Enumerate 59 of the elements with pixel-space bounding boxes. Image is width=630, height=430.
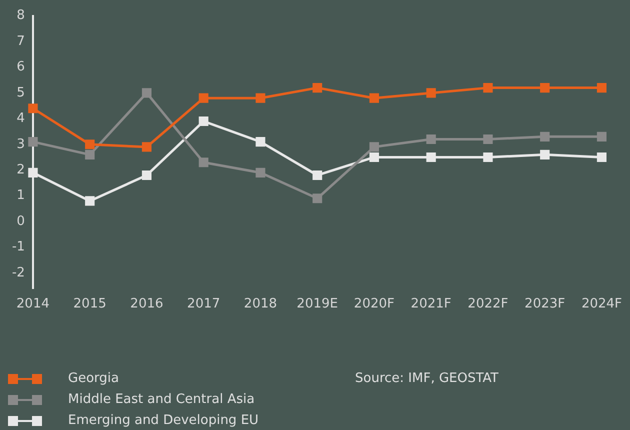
point xyxy=(256,137,266,147)
point xyxy=(426,134,436,144)
x-tick-label: 2021F xyxy=(410,296,452,312)
point xyxy=(312,194,322,204)
y-tick-label: 8 xyxy=(16,8,25,24)
x-tick-label: 2024F xyxy=(581,296,622,312)
point xyxy=(483,152,493,162)
point xyxy=(596,132,607,142)
point xyxy=(256,168,266,178)
point xyxy=(483,83,493,93)
point xyxy=(540,132,550,142)
x-tick-label: 2015 xyxy=(73,296,106,312)
point xyxy=(312,83,322,93)
y-tick-label: 1 xyxy=(16,188,25,204)
point xyxy=(426,152,436,162)
point xyxy=(312,170,322,180)
legend-label: Middle East and Central Asia xyxy=(68,391,255,409)
legend-label: Emerging and Developing EU xyxy=(68,412,259,430)
point xyxy=(426,88,436,98)
y-tick-label: 0 xyxy=(16,214,25,229)
source-note: Source: IMF, GEOSTAT xyxy=(355,370,498,388)
x-tick-label: 2023F xyxy=(524,296,566,312)
point xyxy=(28,168,38,178)
point xyxy=(540,150,550,160)
point xyxy=(142,88,152,98)
x-tick-label: 2014 xyxy=(16,296,50,312)
point xyxy=(198,158,208,168)
x-tick-label: 2022F xyxy=(468,296,508,312)
x-tick-label: 2020F xyxy=(354,296,394,312)
point xyxy=(198,116,208,126)
point xyxy=(142,170,152,180)
x-tick-label: 2018 xyxy=(244,296,278,312)
point xyxy=(540,83,550,93)
point xyxy=(85,150,95,160)
y-tick-label: 5 xyxy=(16,85,25,100)
y-tick-label: -1 xyxy=(12,240,25,255)
y-tick-label: 2 xyxy=(16,162,25,178)
point xyxy=(85,196,95,206)
point xyxy=(483,134,493,144)
point xyxy=(198,93,208,103)
point xyxy=(85,140,95,150)
y-tick-label: 6 xyxy=(16,60,25,75)
point xyxy=(28,104,38,114)
y-tick-label: 3 xyxy=(16,136,25,152)
point xyxy=(28,137,38,147)
x-tick-label: 2016 xyxy=(130,296,164,312)
point xyxy=(369,142,379,152)
legend-label: Georgia xyxy=(68,370,119,388)
point xyxy=(142,142,152,152)
y-tick-label: -2 xyxy=(12,265,25,280)
y-tick-label: 7 xyxy=(16,34,25,49)
y-tick-label: 4 xyxy=(16,111,25,126)
x-tick-label: 2019E xyxy=(296,296,338,312)
x-tick-label: 2017 xyxy=(187,296,220,312)
point xyxy=(256,93,266,103)
point xyxy=(369,152,379,162)
point xyxy=(596,152,607,162)
point xyxy=(596,83,607,93)
point xyxy=(369,93,379,103)
